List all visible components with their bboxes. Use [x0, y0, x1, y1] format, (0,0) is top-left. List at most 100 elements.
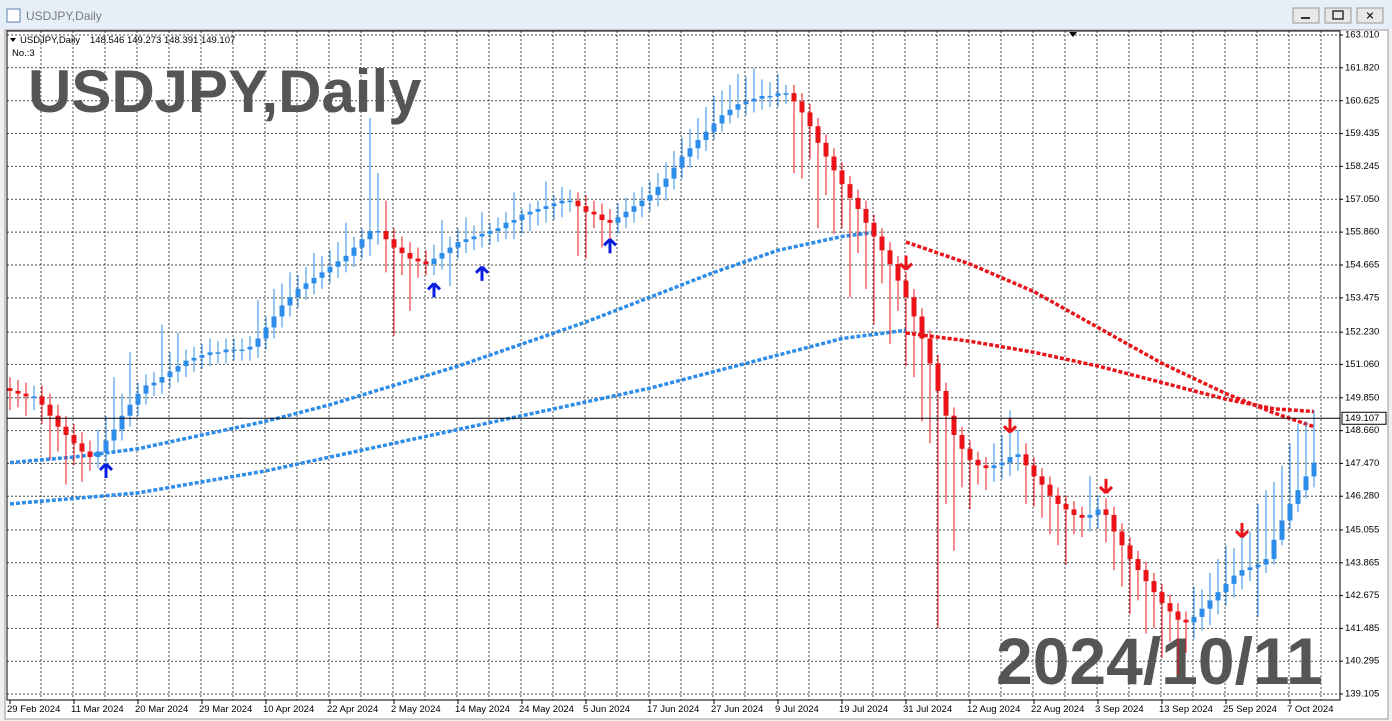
candle-body	[583, 206, 589, 212]
x-tick-label: 12 Aug 2024	[967, 704, 1020, 715]
y-tick-label: 148.660	[1345, 425, 1379, 436]
candle-body	[895, 264, 901, 281]
candle-body	[559, 200, 565, 204]
candle-body	[1015, 454, 1021, 458]
candle-body	[855, 197, 861, 209]
candle-body	[111, 429, 117, 441]
candle-body	[655, 186, 661, 196]
candle-body	[167, 371, 173, 378]
candle-body	[239, 349, 245, 352]
y-tick-label: 154.665	[1345, 260, 1379, 271]
x-tick-label: 17 Jun 2024	[647, 704, 699, 715]
candle-body	[503, 222, 509, 229]
candle-body	[639, 200, 645, 207]
candle-body	[391, 239, 397, 248]
x-tick-label: 13 Sep 2024	[1159, 704, 1213, 715]
signal-arrow	[426, 282, 442, 298]
candle-body	[1095, 509, 1101, 515]
candle-body	[215, 352, 221, 354]
y-tick-label: 155.860	[1345, 227, 1379, 238]
candle-body	[935, 363, 941, 391]
candle-body	[1071, 509, 1077, 515]
moving-average	[905, 331, 1315, 414]
candle-body	[1119, 531, 1125, 546]
candle-body	[1151, 581, 1157, 593]
candle-body	[191, 357, 197, 361]
candle-body	[247, 346, 253, 350]
candle-body	[839, 170, 845, 185]
y-tick-label: 159.435	[1345, 128, 1379, 139]
candle-body	[527, 211, 533, 215]
header-triangle	[10, 38, 16, 42]
candle-body	[143, 385, 149, 394]
candle-body	[1143, 570, 1149, 582]
candle-body	[327, 266, 333, 273]
candle-body	[183, 360, 189, 367]
candle-body	[1039, 476, 1045, 485]
candle-body	[23, 393, 29, 397]
candle-body	[343, 255, 349, 262]
y-tick-label: 146.280	[1345, 491, 1379, 502]
candle-body	[135, 393, 141, 405]
candle-body	[1103, 509, 1109, 515]
candle-body	[543, 206, 549, 209]
candle-body	[31, 396, 37, 398]
candle-body	[79, 443, 85, 452]
candle-body	[95, 451, 101, 458]
candle-body	[199, 355, 205, 358]
candle-body	[1111, 514, 1117, 532]
y-tick-label: 157.050	[1345, 194, 1379, 205]
candle-body	[999, 462, 1005, 466]
y-tick-label: 160.625	[1345, 95, 1379, 106]
candle-body	[1175, 611, 1181, 620]
candle-body	[1247, 567, 1253, 571]
candle-body	[831, 156, 837, 171]
candle-body	[551, 203, 557, 207]
candle-body	[447, 247, 453, 254]
candle-body	[1183, 619, 1189, 623]
minimize-button[interactable]	[1292, 7, 1320, 24]
shift-marker	[1069, 32, 1077, 37]
moving-average	[9, 328, 907, 506]
maximize-icon	[1332, 10, 1344, 20]
candle-body	[887, 250, 893, 265]
candle-body	[703, 131, 709, 141]
candle-body	[1063, 503, 1069, 510]
y-tick-label: 163.010	[1345, 30, 1379, 41]
candle-body	[1135, 559, 1141, 571]
candle-body	[927, 338, 933, 364]
candle-body	[63, 426, 69, 436]
candle-body	[415, 258, 421, 262]
candle-body	[303, 283, 309, 289]
plot	[7, 68, 1317, 675]
candle-body	[791, 93, 797, 102]
y-tick-label: 153.475	[1345, 292, 1379, 303]
candle-body	[799, 101, 805, 113]
signal-arrow	[898, 255, 914, 271]
x-tick-label: 5 Jun 2024	[583, 704, 630, 715]
candle-body	[103, 440, 109, 452]
candle-body	[455, 242, 461, 248]
candle-body	[815, 126, 821, 143]
candle-body	[1207, 600, 1213, 609]
maximize-button[interactable]	[1324, 7, 1352, 24]
candle-body	[287, 297, 293, 306]
moving-average	[905, 240, 1315, 429]
candle-body	[407, 253, 413, 259]
x-tick-label: 27 Jun 2024	[711, 704, 763, 715]
candle-body	[991, 465, 997, 469]
candle-body	[47, 404, 53, 416]
candle-body	[1127, 545, 1133, 560]
close-button[interactable]	[1356, 7, 1384, 24]
candle-body	[7, 388, 13, 391]
window-buttons[interactable]: ✕	[1292, 7, 1384, 24]
candle-body	[575, 200, 581, 207]
y-tick-label: 142.675	[1345, 590, 1379, 601]
candle-body	[607, 219, 613, 223]
x-tick-label: 14 May 2024	[455, 704, 510, 715]
candle-body	[735, 104, 741, 110]
x-tick-label: 24 May 2024	[519, 704, 574, 715]
candle-body	[1279, 520, 1285, 540]
candle-body	[231, 349, 237, 352]
y-tick-label: 140.295	[1345, 656, 1379, 667]
